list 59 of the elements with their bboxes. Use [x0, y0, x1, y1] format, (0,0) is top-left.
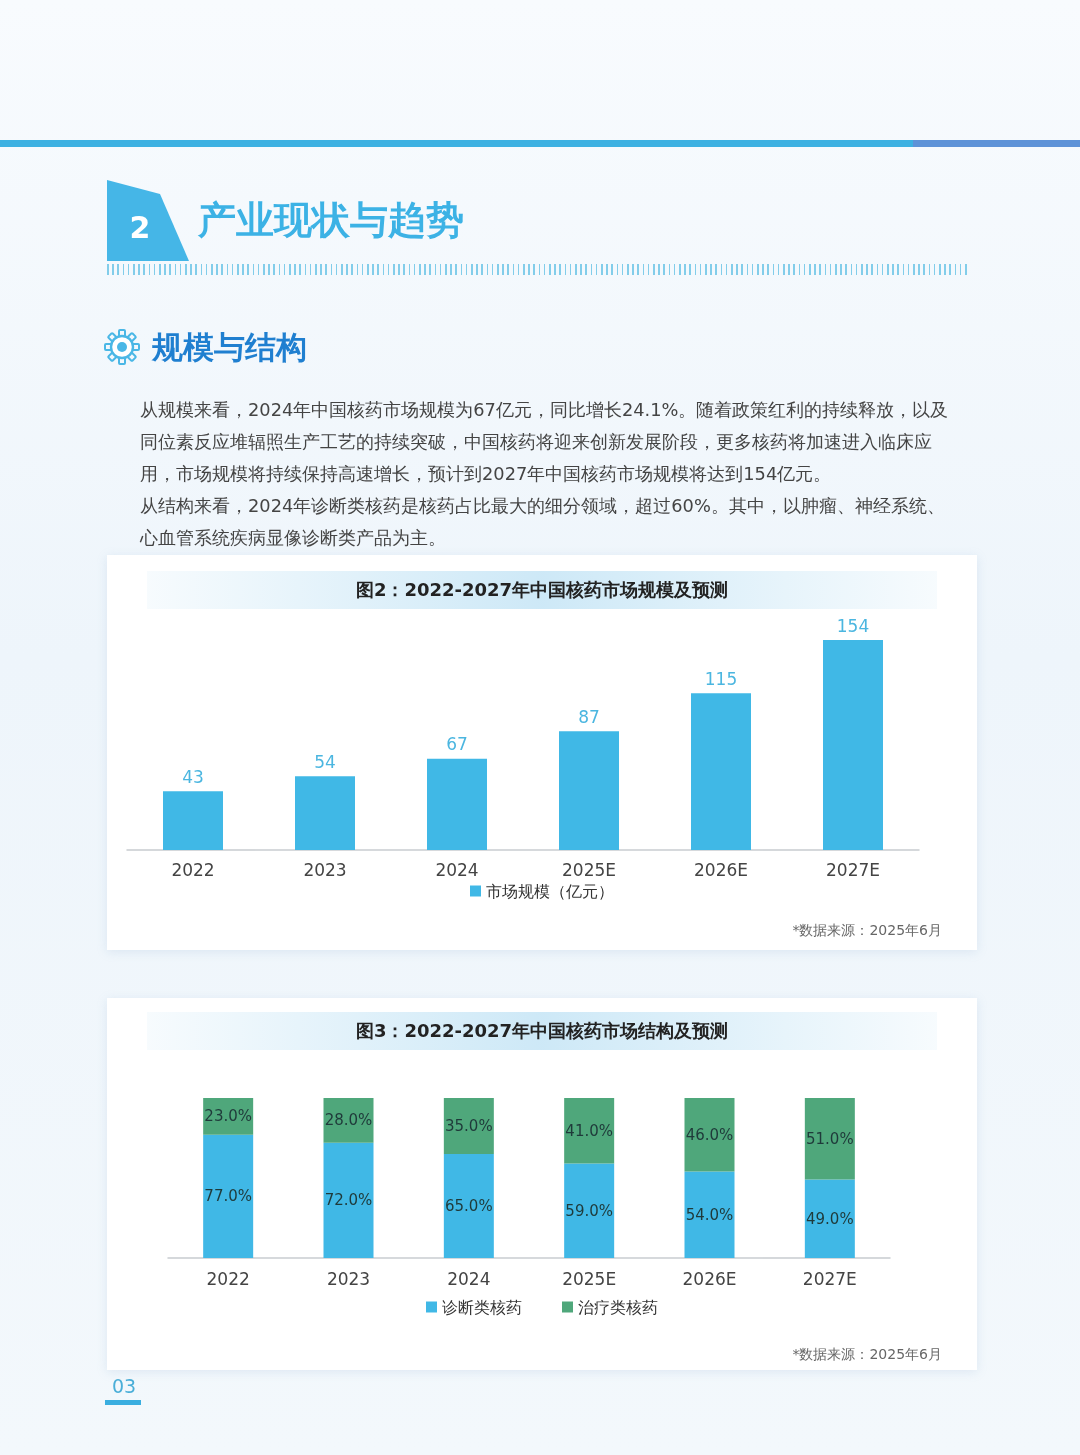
bar [559, 731, 619, 850]
chart-title: 图2：2022-2027年中国核药市场规模及预测 [147, 571, 937, 609]
legend-label: 诊断类核药 [442, 1297, 522, 1317]
data-label: 54 [314, 751, 336, 772]
bar [684, 1171, 735, 1258]
bar [323, 1142, 374, 1258]
x-tick-label: 2022 [171, 859, 215, 880]
text: 03 [110, 1374, 138, 1398]
legend-label: 治疗类核药 [578, 1297, 658, 1317]
bar [443, 1098, 494, 1154]
data-label: 41.0% [565, 1121, 613, 1140]
bar [564, 1163, 615, 1258]
bar [295, 776, 355, 850]
data-label: 28.0% [324, 1111, 373, 1130]
text: 规模与结构 [152, 328, 307, 367]
data-label: 51.0% [806, 1129, 854, 1148]
x-tick-label: 2027E [802, 1268, 857, 1289]
bar [691, 693, 751, 850]
x-tick-label: 2026E [682, 1268, 737, 1289]
bar [804, 1179, 855, 1258]
x-tick-label: 2027E [825, 859, 881, 880]
data-label: 67 [446, 734, 468, 755]
bar [427, 758, 487, 850]
x-tick-label: 2025E [561, 859, 617, 880]
x-tick-label: 2023 [303, 859, 347, 880]
data-label: 65.0% [445, 1197, 493, 1215]
text: *数据来源：2025年6月 [792, 1345, 942, 1363]
data-label: 72.0% [324, 1191, 373, 1210]
data-label: 46.0% [685, 1125, 734, 1144]
legend-label: 市场规模（亿元） [486, 881, 614, 901]
text: *数据来源：2025年6月 [792, 921, 942, 939]
bar [163, 791, 223, 850]
text: 产业现状与趋势 [198, 197, 464, 243]
data-label: 35.0% [445, 1117, 493, 1135]
x-tick-label: 2022 [206, 1268, 250, 1289]
x-tick-label: 2026E [693, 859, 749, 880]
data-label: 43 [182, 766, 204, 787]
data-label: 115 [704, 668, 738, 689]
data-label: 54.0% [685, 1205, 734, 1224]
x-tick-label: 2024 [447, 1268, 491, 1289]
data-label: 59.0% [565, 1201, 613, 1220]
data-label: 23.0% [204, 1107, 252, 1126]
x-tick-label: 2023 [326, 1268, 371, 1289]
data-label: 154 [836, 615, 870, 636]
text: 2 [128, 209, 152, 247]
chart-title: 图3：2022-2027年中国核药市场结构及预测 [147, 1012, 937, 1050]
bar [203, 1134, 254, 1258]
text: 从规模来看，2024年中国核药市场规模为67亿元，同比增长24.1%。随着政策红利的持续释放，以及同位素反应堆辐照生产工艺的持续突破，中国核药将迎来创新发展阶段，更多核药将加速进入临床应用，市场规模将持续保持高速增长，预计到2027年中国核药市场规模将达到154亿元。 [140, 398, 950, 486]
bar [443, 1154, 494, 1258]
bar [804, 1098, 855, 1180]
bar [564, 1098, 615, 1164]
text: 从结构来看，2024年诊断类核药是核药占比最大的细分领域，超过60%。其中，以肿瘤、神经系统、心血管系统疾病显像诊断类产品为主。 [140, 494, 946, 550]
x-tick-label: 2025E [562, 1268, 617, 1289]
data-label: 87 [578, 706, 600, 727]
bar [684, 1098, 735, 1172]
bar [823, 640, 883, 850]
data-label: 49.0% [806, 1209, 854, 1228]
x-tick-label: 2024 [435, 859, 479, 880]
data-label: 77.0% [204, 1187, 252, 1206]
